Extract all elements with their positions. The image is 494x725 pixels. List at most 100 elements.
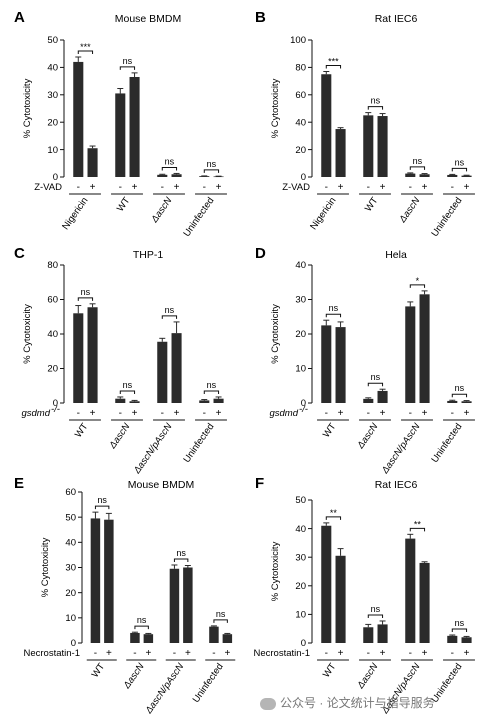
bar <box>461 401 472 403</box>
significance-bracket <box>119 66 136 70</box>
chart-title: THP-1 <box>133 249 163 261</box>
category-label: Nigericin <box>308 195 338 232</box>
category-label: Uninfected <box>181 421 216 465</box>
category-label: ΔascN <box>107 421 133 451</box>
y-axis-label: % Cytotoxicity <box>22 78 33 138</box>
bar <box>171 333 182 403</box>
bar <box>115 398 126 403</box>
condition-label: gsdmd <box>269 408 298 419</box>
bar <box>363 398 374 403</box>
y-tick-label: 40 <box>295 117 306 128</box>
bar <box>335 555 346 643</box>
y-tick-label: 60 <box>47 295 58 306</box>
treatment-sign: + <box>90 182 96 193</box>
significance-bracket <box>451 628 468 632</box>
significance-bracket <box>77 297 94 301</box>
category-label: ΔascN/pAscN <box>143 661 186 716</box>
y-tick-label: 80 <box>47 260 58 271</box>
significance-label: ns <box>413 156 423 166</box>
significance-label: ns <box>207 159 217 169</box>
y-tick-label: 0 <box>301 638 306 649</box>
significance-label: ns <box>207 380 217 390</box>
bar <box>199 176 210 177</box>
bar <box>87 307 98 403</box>
treatment-sign: - <box>212 648 215 659</box>
watermark: 公众号 · 论文统计与指导服务 <box>260 694 435 711</box>
treatment-sign: - <box>203 408 206 419</box>
significance-label: ns <box>216 609 226 619</box>
treatment-sign: - <box>77 182 80 193</box>
bar <box>73 61 84 177</box>
treatment-sign: - <box>367 182 370 193</box>
y-tick-label: 50 <box>295 495 306 506</box>
bar <box>183 567 193 643</box>
y-tick-label: 0 <box>301 172 306 183</box>
y-tick-label: 10 <box>47 145 58 156</box>
bar <box>90 518 101 643</box>
bar <box>321 74 332 177</box>
y-tick-label: 10 <box>65 613 76 624</box>
bar <box>335 129 346 177</box>
significance-label: ns <box>123 380 133 390</box>
bar <box>419 562 430 643</box>
y-tick-label: 0 <box>71 638 76 649</box>
y-tick-label: 40 <box>47 63 58 74</box>
significance-bracket <box>367 614 384 618</box>
bar <box>129 401 140 403</box>
chart-panel-a: A Mouse BMDM 0 10 20 30 40 50 % Cytotoxicity *** -… <box>14 9 227 239</box>
significance-bracket <box>203 390 220 394</box>
y-tick-label: 10 <box>295 610 306 621</box>
treatment-sign: - <box>451 648 454 659</box>
treatment-sign: - <box>173 648 176 659</box>
significance-label: ns <box>371 604 381 614</box>
chart-panel-e: E Mouse BMDM 0 10 20 30 40 50 60 % Cytotoxicity ns… <box>14 475 236 717</box>
significance-bracket <box>203 169 220 173</box>
treatment-sign: + <box>185 648 191 659</box>
y-tick-label: 20 <box>47 364 58 375</box>
y-axis-label: % Cytotoxicity <box>270 78 281 138</box>
category-label: Uninfected <box>181 195 216 239</box>
y-axis-label: % Cytotoxicity <box>40 537 51 597</box>
treatment-sign: + <box>174 182 180 193</box>
panel-letter: B <box>255 9 266 26</box>
significance-bracket <box>451 167 468 172</box>
y-tick-label: 30 <box>295 552 306 563</box>
y-tick-label: 100 <box>290 35 306 46</box>
treatment-sign: - <box>367 648 370 659</box>
treatment-sign: + <box>106 648 112 659</box>
treatment-sign: + <box>464 648 470 659</box>
bar <box>129 76 140 177</box>
significance-label: ns <box>455 383 465 393</box>
bar <box>461 175 472 177</box>
significance-bracket <box>325 313 342 318</box>
significance-label: ns <box>165 156 175 166</box>
category-label: ΔascN <box>355 421 381 451</box>
treatment-sign: + <box>380 408 386 419</box>
category-label: WT <box>321 661 339 680</box>
bar <box>73 313 84 403</box>
significance-bracket <box>325 65 342 69</box>
y-tick-label: 20 <box>295 145 306 156</box>
y-tick-label: 80 <box>295 63 306 74</box>
y-axis-label: % Cytotoxicity <box>22 304 33 364</box>
bar <box>405 173 416 177</box>
chart-title: Hela <box>385 249 407 261</box>
significance-bracket <box>409 166 426 170</box>
y-tick-label: 20 <box>47 117 58 128</box>
y-tick-label: 0 <box>53 398 58 409</box>
category-label: WT <box>321 421 339 440</box>
y-tick-label: 60 <box>65 487 76 498</box>
bar <box>209 626 219 643</box>
category-label: Uninfected <box>429 195 464 239</box>
y-tick-label: 10 <box>295 364 306 375</box>
significance-label: ** <box>330 508 338 518</box>
treatment-sign: - <box>409 648 412 659</box>
y-tick-label: 40 <box>295 260 306 271</box>
bar <box>461 637 472 643</box>
bar <box>377 116 388 177</box>
y-tick-label: 30 <box>47 90 58 101</box>
condition-label: Necrostatin-1 <box>254 648 311 659</box>
bar <box>213 176 224 178</box>
